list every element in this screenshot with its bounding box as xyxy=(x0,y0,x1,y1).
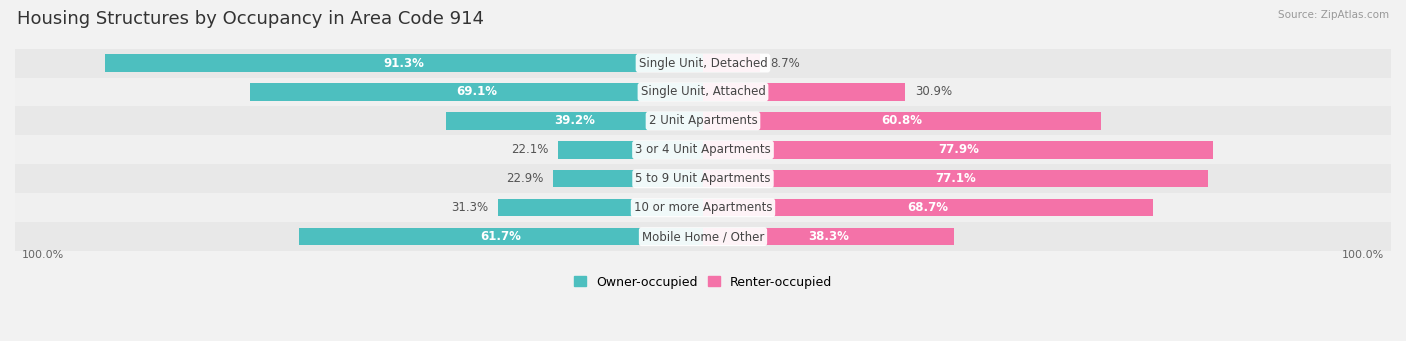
Text: 3 or 4 Unit Apartments: 3 or 4 Unit Apartments xyxy=(636,143,770,157)
Bar xyxy=(703,170,1208,188)
Bar xyxy=(15,193,1391,222)
Text: Housing Structures by Occupancy in Area Code 914: Housing Structures by Occupancy in Area … xyxy=(17,10,484,28)
Bar xyxy=(703,112,1101,130)
Bar xyxy=(15,135,1391,164)
Text: 22.9%: 22.9% xyxy=(506,172,543,185)
Bar xyxy=(15,222,1391,251)
Text: Mobile Home / Other: Mobile Home / Other xyxy=(641,230,765,243)
Text: 38.3%: 38.3% xyxy=(808,230,849,243)
Text: 77.9%: 77.9% xyxy=(938,143,979,157)
Bar xyxy=(298,228,703,245)
Bar xyxy=(15,77,1391,106)
Text: 68.7%: 68.7% xyxy=(908,201,949,214)
Bar xyxy=(703,199,1153,217)
Legend: Owner-occupied, Renter-occupied: Owner-occupied, Renter-occupied xyxy=(568,271,838,294)
Text: 100.0%: 100.0% xyxy=(1343,250,1385,260)
Bar xyxy=(703,83,905,101)
Text: 30.9%: 30.9% xyxy=(915,86,952,99)
Bar xyxy=(15,48,1391,77)
Bar xyxy=(553,170,703,188)
Bar xyxy=(105,54,703,72)
Text: 8.7%: 8.7% xyxy=(770,57,800,70)
Text: 5 to 9 Unit Apartments: 5 to 9 Unit Apartments xyxy=(636,172,770,185)
Text: 10 or more Apartments: 10 or more Apartments xyxy=(634,201,772,214)
Bar xyxy=(703,228,953,245)
Bar xyxy=(703,54,761,72)
Bar xyxy=(446,112,703,130)
Text: 100.0%: 100.0% xyxy=(21,250,63,260)
Text: 22.1%: 22.1% xyxy=(510,143,548,157)
Text: Source: ZipAtlas.com: Source: ZipAtlas.com xyxy=(1278,10,1389,20)
Bar xyxy=(703,141,1213,159)
Bar xyxy=(498,199,703,217)
Text: 60.8%: 60.8% xyxy=(882,115,922,128)
Bar xyxy=(15,164,1391,193)
Bar xyxy=(250,83,703,101)
Text: Single Unit, Attached: Single Unit, Attached xyxy=(641,86,765,99)
Text: 69.1%: 69.1% xyxy=(456,86,498,99)
Text: 77.1%: 77.1% xyxy=(935,172,976,185)
Text: Single Unit, Detached: Single Unit, Detached xyxy=(638,57,768,70)
Bar xyxy=(558,141,703,159)
Text: 2 Unit Apartments: 2 Unit Apartments xyxy=(648,115,758,128)
Text: 39.2%: 39.2% xyxy=(554,115,595,128)
Text: 31.3%: 31.3% xyxy=(451,201,488,214)
Text: 61.7%: 61.7% xyxy=(481,230,522,243)
Bar xyxy=(15,106,1391,135)
Text: 91.3%: 91.3% xyxy=(384,57,425,70)
